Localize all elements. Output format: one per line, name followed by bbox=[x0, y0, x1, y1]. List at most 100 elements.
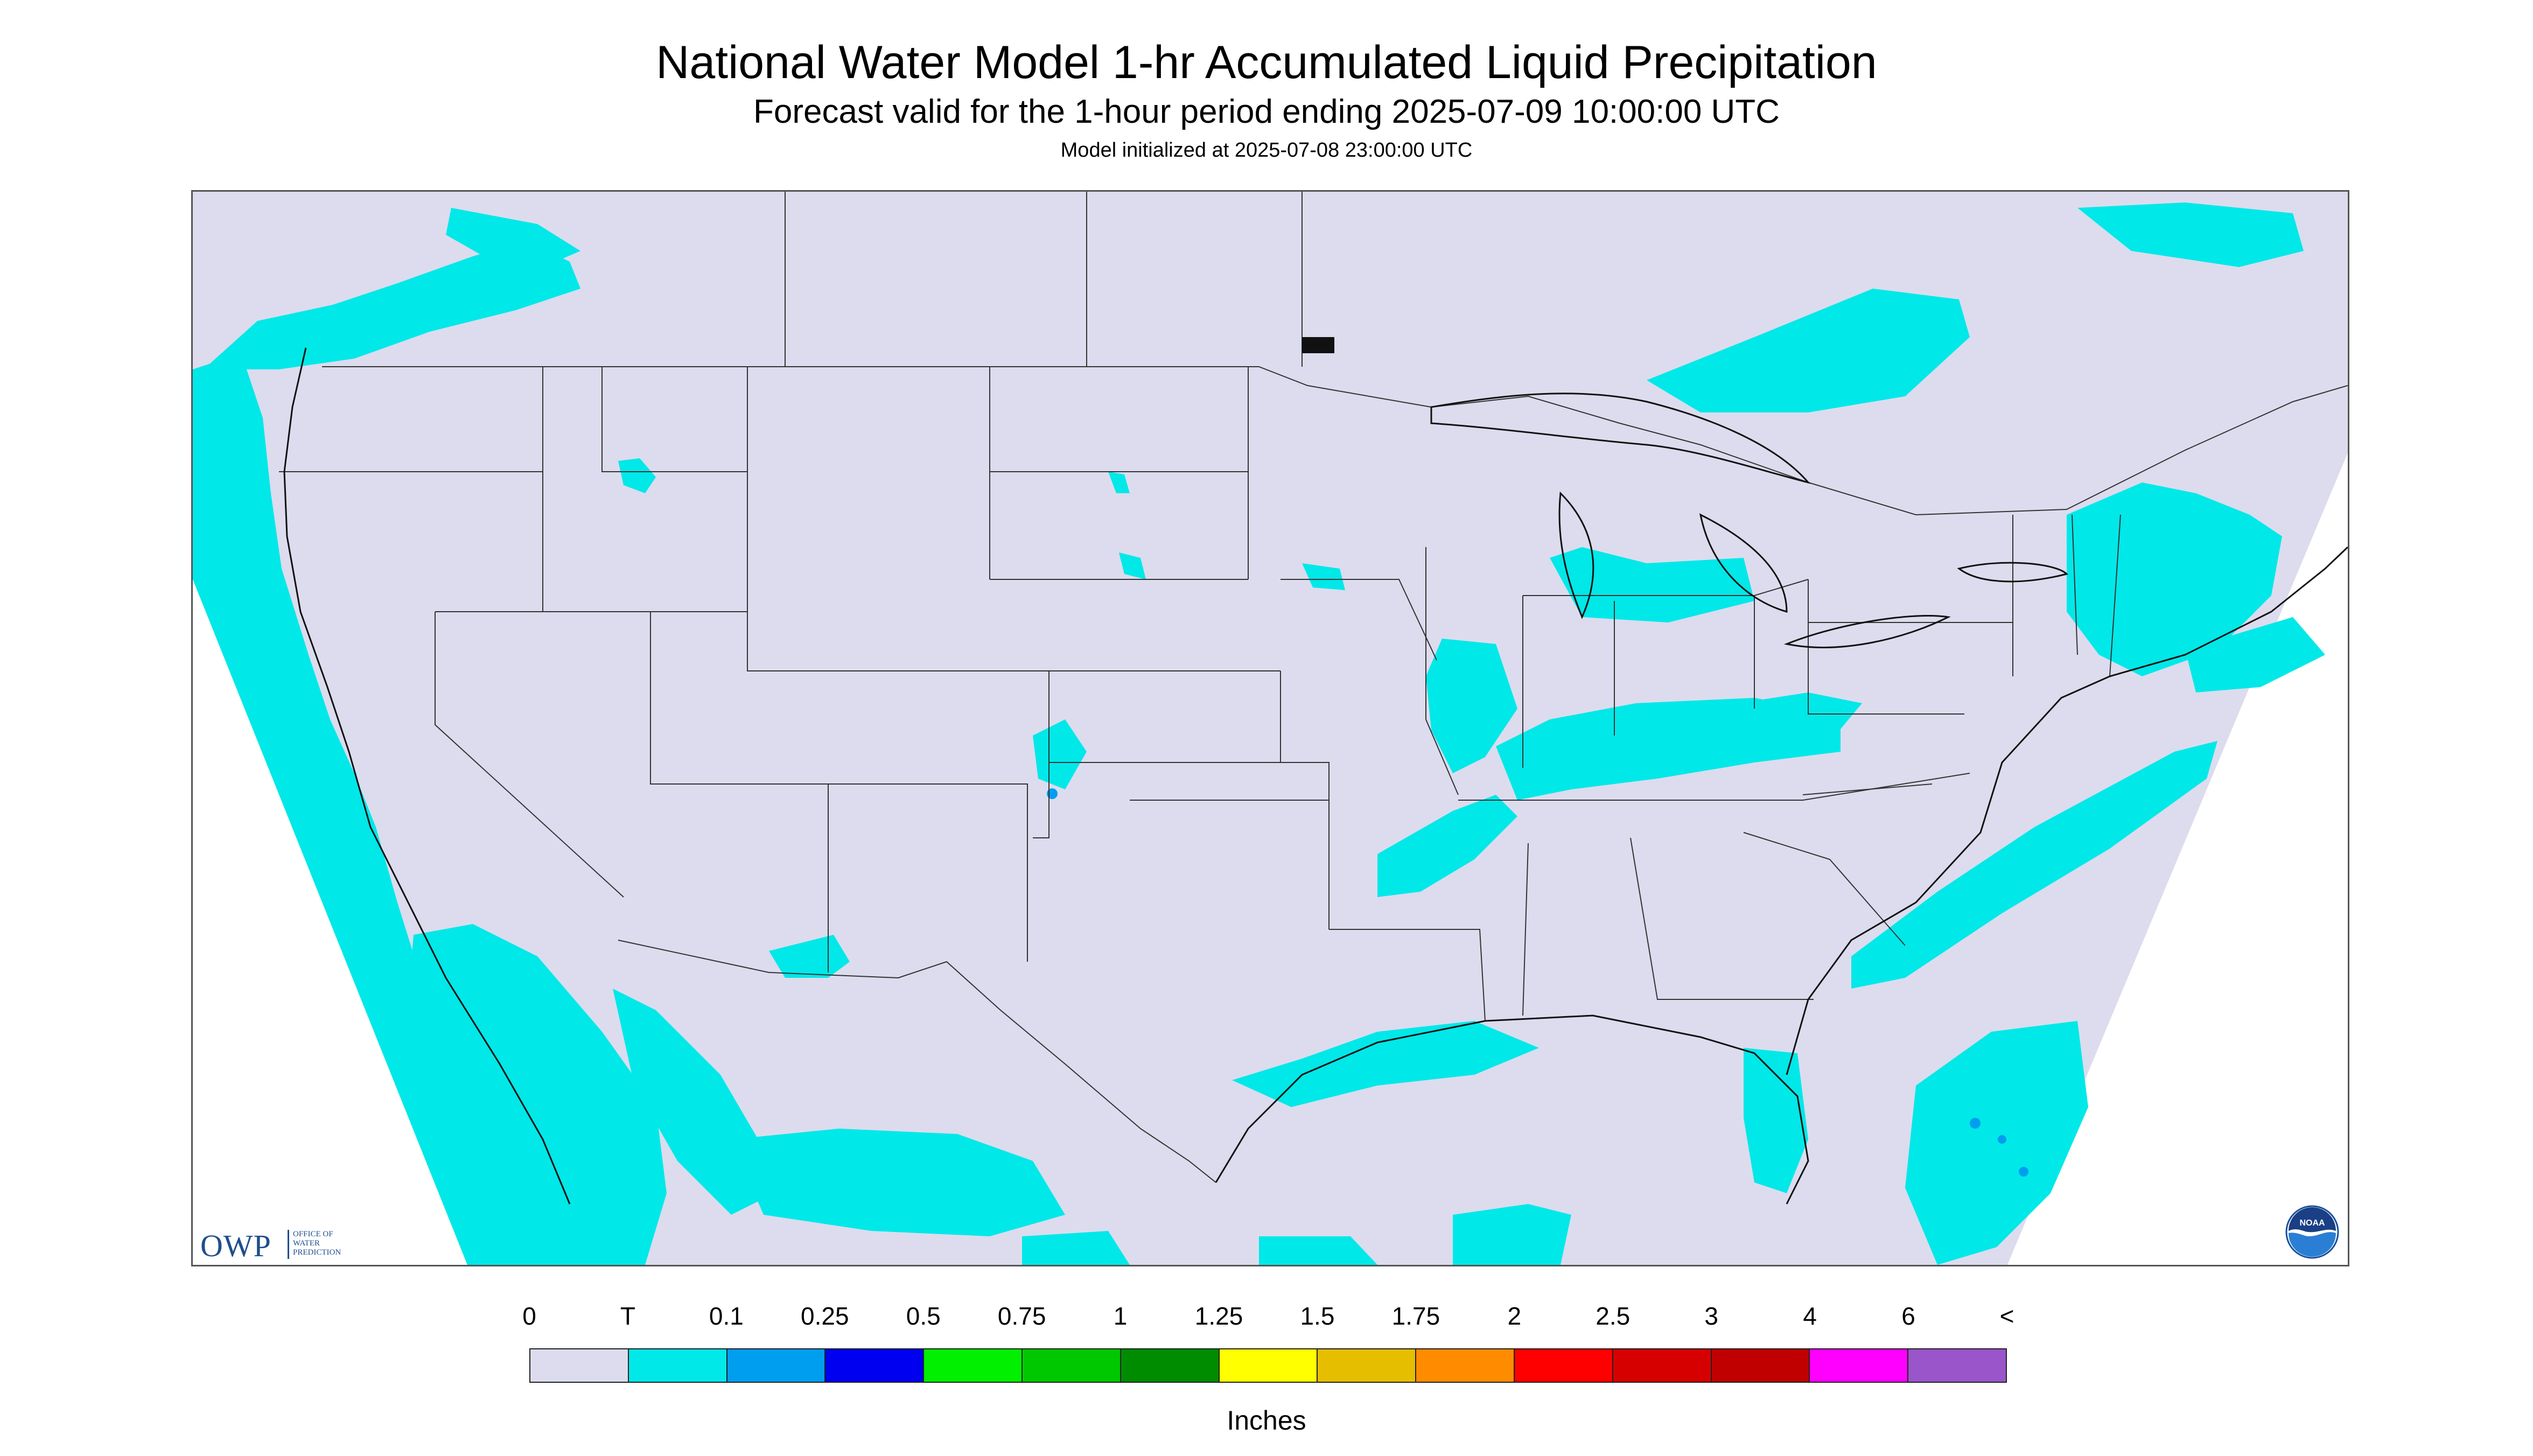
legend-label: 0.25 bbox=[801, 1302, 849, 1330]
precip-southwest bbox=[769, 935, 850, 978]
map-title: National Water Model 1-hr Accumulated Li… bbox=[656, 37, 1877, 88]
border-southern-states bbox=[1329, 783, 1933, 1021]
legend-swatch bbox=[825, 1349, 925, 1382]
border-us-mexico bbox=[618, 940, 1216, 1183]
legend-label: 2.5 bbox=[1596, 1302, 1631, 1330]
lake-superior bbox=[1430, 393, 1811, 484]
coastlines bbox=[283, 347, 2348, 1205]
owp-logo-divider bbox=[288, 1230, 289, 1259]
precip-pacific-swirl bbox=[408, 924, 667, 1265]
precip-ohio-band bbox=[1496, 698, 1841, 800]
lake-huron bbox=[1699, 513, 1788, 613]
legend-label: 0 bbox=[522, 1302, 536, 1330]
lake-erie bbox=[1783, 614, 1951, 648]
owp-logo-line-2: WATER bbox=[293, 1239, 320, 1248]
precip-quebec bbox=[2077, 202, 2304, 267]
state-boundaries bbox=[279, 192, 2348, 1183]
precip-mexico-west bbox=[613, 989, 774, 1215]
precip-legend: 0 T 0.1 0.25 0.5 0.75 1 1.25 1.5 1.75 2 2.5 3 4 6 < bbox=[522, 1301, 2014, 1387]
precip-gulf bbox=[1232, 1021, 1539, 1107]
precip-dakotas bbox=[1108, 472, 1130, 493]
legend-label: 1 bbox=[1113, 1302, 1128, 1330]
model-init-label: Model initialized at 2025-07-08 23:00:00… bbox=[1060, 139, 1473, 162]
precip-cell-atlantic-3 bbox=[2019, 1167, 2028, 1177]
lake-ontario bbox=[1957, 562, 2068, 583]
precip-mexico-south bbox=[731, 1129, 1065, 1236]
precip-kansas bbox=[1033, 719, 1087, 789]
legend-swatch bbox=[924, 1349, 1023, 1382]
precip-northeast bbox=[2067, 482, 2282, 676]
legend-swatch bbox=[1810, 1349, 1909, 1382]
legend-label: 6 bbox=[1901, 1302, 1915, 1330]
coast-pacific bbox=[283, 347, 571, 1205]
owp-logo-line-3: PREDICTION bbox=[293, 1248, 341, 1257]
precip-illinois-band bbox=[1426, 639, 1517, 773]
precip-atlantic-south bbox=[1905, 1021, 2088, 1265]
legend-swatch bbox=[1908, 1349, 2006, 1382]
border-west-states bbox=[279, 367, 1049, 972]
precip-canada-west bbox=[446, 208, 580, 267]
legend-swatch bbox=[628, 1349, 727, 1382]
legend-label: 0.75 bbox=[997, 1302, 1046, 1330]
noaa-logo-text: NOAA bbox=[2299, 1219, 2325, 1228]
legend-swatch bbox=[727, 1349, 826, 1382]
legend-swatch bbox=[530, 1349, 629, 1382]
precip-cell-atlantic-1 bbox=[1970, 1118, 1981, 1129]
legend-swatch bbox=[1121, 1349, 1220, 1382]
legend-swatch bbox=[1318, 1349, 1417, 1382]
precip-new-england bbox=[2185, 617, 2325, 692]
legend-swatch bbox=[1613, 1349, 1712, 1382]
precip-cell-atlantic-2 bbox=[1998, 1135, 2006, 1144]
lake-winnipeg bbox=[1302, 337, 1334, 353]
legend-label: 1.25 bbox=[1194, 1302, 1243, 1330]
owp-logo-abbr: OWP bbox=[200, 1228, 271, 1263]
precip-michigan bbox=[1550, 547, 1754, 622]
owp-logo-name: OFFICE OF WATER PREDICTION bbox=[293, 1230, 374, 1257]
precipitation-map: OWP OFFICE OF WATER PREDICTION NOAA bbox=[191, 190, 2349, 1266]
precip-ontario bbox=[1647, 289, 1970, 412]
legend-units-label: Inches bbox=[1227, 1405, 1306, 1436]
coast-gulf bbox=[1215, 1014, 1809, 1205]
precip-atlantic-band bbox=[1851, 741, 2217, 989]
model-domain bbox=[193, 192, 2348, 1265]
precip-kentucky bbox=[1738, 692, 1862, 736]
legend-colorbar bbox=[529, 1348, 2007, 1383]
legend-label: 1.75 bbox=[1391, 1302, 1440, 1330]
border-central-states bbox=[1049, 367, 1437, 929]
legend-label: 0.1 bbox=[709, 1302, 744, 1330]
legend-label: 3 bbox=[1704, 1302, 1718, 1330]
border-us-canada bbox=[322, 366, 2348, 516]
legend-swatch bbox=[1514, 1349, 1613, 1382]
legend-label: 2 bbox=[1507, 1302, 1522, 1330]
legend-swatch bbox=[1416, 1349, 1515, 1382]
border-midwest-states bbox=[1425, 547, 1970, 801]
precip-pnw bbox=[204, 240, 580, 369]
precip-pacific-band bbox=[193, 353, 559, 1265]
owp-logo: OWP OFFICE OF WATER PREDICTION bbox=[200, 1226, 378, 1263]
legend-label: < bbox=[1999, 1302, 2014, 1330]
map-subtitle: Forecast valid for the 1-hour period end… bbox=[753, 93, 1780, 130]
legend-label: 1.5 bbox=[1300, 1302, 1335, 1330]
lake-michigan bbox=[1558, 491, 1594, 619]
precip-wisconsin bbox=[1302, 563, 1345, 590]
precip-arkansas-band bbox=[1377, 795, 1517, 897]
noaa-logo-icon: NOAA bbox=[2285, 1205, 2339, 1259]
border-mountain-states bbox=[601, 367, 1248, 962]
map-canvas bbox=[193, 192, 2348, 1265]
border-east-states bbox=[1808, 514, 2121, 715]
precip-montana bbox=[618, 458, 656, 493]
precip-trace-areas bbox=[193, 202, 2325, 1265]
lake-winnipeg-area bbox=[1302, 337, 1334, 353]
legend-swatch bbox=[1022, 1349, 1121, 1382]
precip-south-edge-2 bbox=[1022, 1231, 1130, 1265]
owp-logo-line-1: OFFICE OF bbox=[293, 1230, 333, 1238]
legend-label: 0.5 bbox=[906, 1302, 941, 1330]
legend-swatch bbox=[1219, 1349, 1318, 1382]
coast-atlantic bbox=[1786, 546, 2348, 1075]
legend-label: T bbox=[620, 1302, 635, 1330]
precip-nebraska bbox=[1119, 552, 1146, 579]
precip-florida bbox=[1744, 1048, 1808, 1193]
precip-south-edge bbox=[1259, 1236, 1377, 1265]
legend-label: 4 bbox=[1803, 1302, 1817, 1330]
precip-caribbean bbox=[1453, 1204, 1571, 1265]
